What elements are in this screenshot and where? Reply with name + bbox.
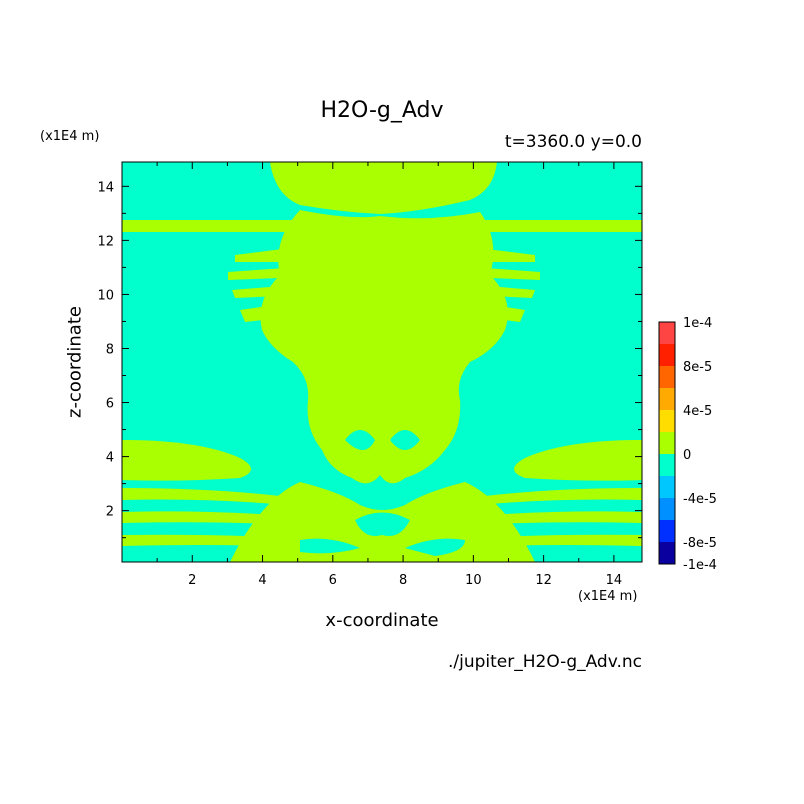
y-tick-label: 8 <box>106 342 114 357</box>
source-file-label: ./jupiter_H2O-g_Adv.nc <box>447 652 642 672</box>
y-axis-label: z-coordinate <box>64 306 86 418</box>
colorbar-tick-label: 1e-4 <box>683 316 712 331</box>
y-unit-label: (x1E4 m) <box>40 129 100 144</box>
colorbar-frame <box>658 321 676 565</box>
heatmap-area <box>121 161 643 563</box>
x-tick-label: 2 <box>188 573 196 588</box>
chart-subtitle: t=3360.0 y=0.0 <box>504 132 642 152</box>
colorbar-swatch <box>659 498 675 520</box>
chart-title: H2O-g_Adv <box>320 98 444 123</box>
colorbar-swatch <box>659 388 675 410</box>
y-tick-label: 2 <box>106 505 114 520</box>
plot-frame <box>121 161 643 563</box>
x-tick-label: 6 <box>329 573 337 588</box>
x-tick-label: 8 <box>399 573 407 588</box>
colorbar-swatch <box>659 542 675 564</box>
x-tick-label: 10 <box>465 573 482 588</box>
colorbar-tick-label: 0 <box>683 448 691 463</box>
colorbar-swatch <box>659 432 675 454</box>
colorbar-tick-label: 8e-5 <box>683 360 712 375</box>
colorbar-tick-label: 4e-5 <box>683 404 712 419</box>
colorbar: 1e-4 8e-5 4e-5 0 -4e-5 -8e-5 -1e-4 <box>658 316 717 573</box>
colorbar-swatch <box>659 410 675 432</box>
y-tick-label: 4 <box>106 451 114 466</box>
colorbar-swatch <box>659 322 675 344</box>
x-unit-label: (x1E4 m) <box>578 589 638 604</box>
y-tick-label: 6 <box>106 397 114 412</box>
colorbar-tick-label: -4e-5 <box>683 492 717 507</box>
x-tick-label: 12 <box>535 573 552 588</box>
colorbar-swatch <box>659 344 675 366</box>
x-axis-label: x-coordinate <box>325 610 439 631</box>
heatmap-holes <box>300 430 465 556</box>
x-tick-label: 4 <box>258 573 266 588</box>
colorbar-swatch <box>659 520 675 542</box>
colorbar-tick-label: -8e-5 <box>683 536 717 551</box>
colorbar-swatch <box>659 476 675 498</box>
x-tick-label: 14 <box>606 573 623 588</box>
colorbar-swatch <box>659 366 675 388</box>
y-tick-label: 10 <box>97 288 114 303</box>
y-tick-label: 12 <box>97 234 114 249</box>
y-tick-label: 14 <box>97 180 114 195</box>
x-axis: 2 4 6 8 10 12 14 <box>156 162 623 588</box>
colorbar-swatch <box>659 454 675 476</box>
colorbar-tick-label: -1e-4 <box>683 558 717 573</box>
y-axis: 2 4 6 8 10 12 14 <box>97 180 642 539</box>
